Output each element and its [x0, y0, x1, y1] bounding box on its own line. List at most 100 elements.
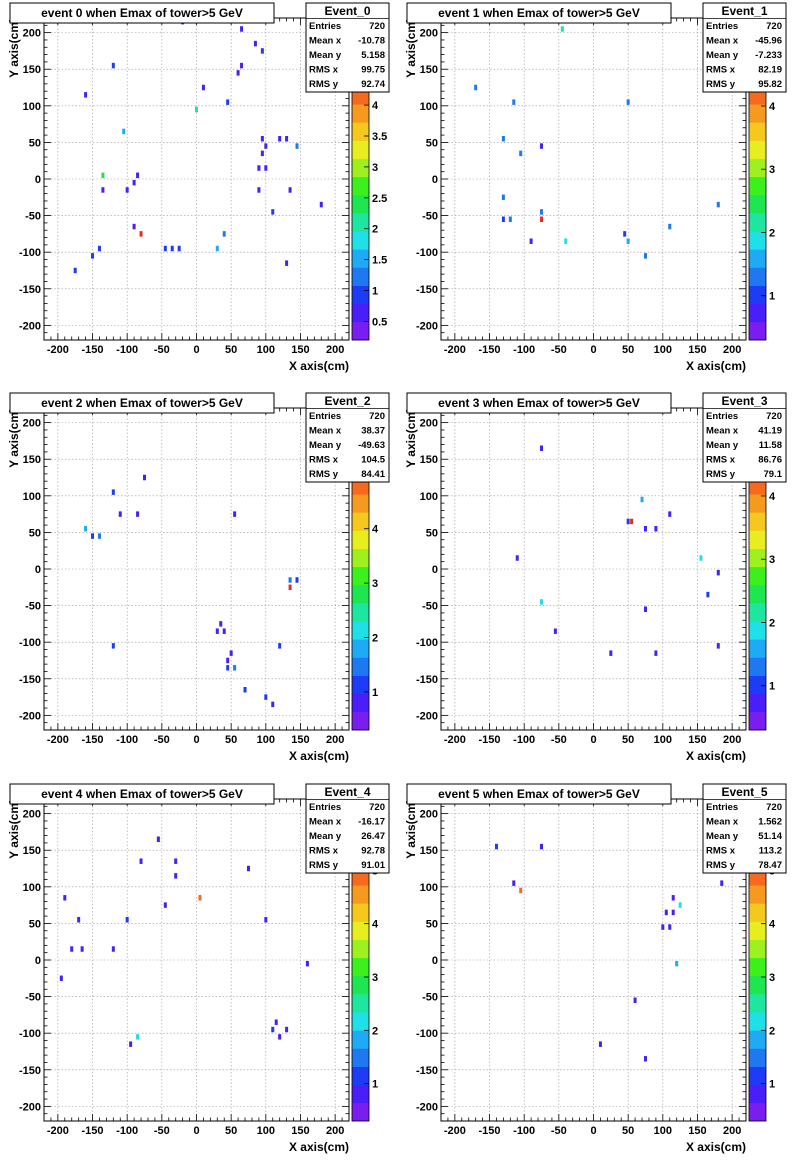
y-tick-label: -100	[416, 1028, 438, 1040]
x-tick-label: 150	[291, 734, 309, 746]
x-tick-label: -200	[47, 734, 69, 746]
y-tick-label: -50	[422, 601, 438, 613]
data-cell	[654, 526, 658, 532]
palette-cell	[352, 194, 369, 214]
palette-cell	[749, 267, 766, 286]
x-tick-label: 50	[622, 734, 634, 746]
stats-label: RMS x	[309, 846, 339, 857]
palette-tick-label: 1	[769, 1079, 775, 1091]
palette-cell	[749, 140, 766, 159]
x-tick-label: -100	[513, 1125, 535, 1137]
stats-value: 91.01	[361, 860, 385, 871]
palette-cell	[749, 711, 766, 731]
data-cell	[623, 231, 627, 237]
stats-value: 1.562	[758, 817, 782, 828]
palette-tick-label: 3	[372, 162, 378, 174]
palette-cell	[352, 1012, 369, 1031]
x-tick-label: -150	[479, 1125, 501, 1137]
x-tick-label: 150	[291, 1125, 309, 1137]
data-cell	[240, 62, 244, 69]
palette-cell	[352, 975, 369, 995]
data-cell	[233, 665, 237, 671]
x-tick-label: 50	[622, 1125, 634, 1137]
data-cell	[129, 1041, 133, 1047]
palette-tick-label: 3.5	[372, 131, 387, 143]
data-cell	[285, 260, 289, 266]
palette-cell	[352, 657, 369, 676]
palette-tick-label: 4	[372, 100, 379, 112]
title-box	[9, 783, 275, 805]
stats-value: 86.76	[758, 455, 782, 466]
palette-cell	[749, 512, 766, 531]
data-cell	[678, 902, 682, 908]
palette-tick-label: 1	[769, 681, 775, 693]
data-cell	[271, 701, 275, 708]
stats-label: Entries	[309, 802, 341, 813]
y-tick-label: -100	[19, 247, 41, 259]
x-tick-label: -200	[444, 1125, 466, 1137]
chart-title: event 3 when Emax of tower>5 GeV	[438, 396, 640, 410]
data-cell	[626, 518, 630, 525]
y-tick-label: 200	[420, 809, 438, 821]
chart-panel-5: -200 -150 -100 -50 0 50 100 150 200-200-150-100-…	[404, 783, 787, 1154]
x-axis-label: X axis(cm)	[686, 749, 746, 763]
palette-cell	[749, 566, 766, 586]
y-tick-label: 100	[23, 882, 41, 894]
x-tick-label: 200	[723, 734, 741, 746]
data-cell	[132, 223, 136, 230]
data-cell	[260, 48, 264, 54]
stats-label: RMS x	[706, 846, 736, 857]
data-cell	[501, 136, 505, 142]
x-tick-label: 200	[326, 734, 344, 746]
x-tick-label: 100	[654, 344, 672, 356]
palette-tick-label: 2	[769, 227, 775, 239]
x-tick-label: 150	[688, 1125, 706, 1137]
x-tick-label: 50	[225, 344, 237, 356]
y-tick-label: 150	[23, 454, 41, 466]
title-box	[9, 2, 275, 24]
y-axis-label: Y axis(cm)	[404, 408, 418, 468]
palette-cell	[749, 530, 766, 549]
stats-value: -10.78	[358, 36, 385, 47]
data-cell	[508, 216, 512, 222]
x-tick-label: -100	[116, 1125, 138, 1137]
stats-value: 5.158	[361, 50, 385, 61]
palette-cell	[352, 140, 369, 159]
y-axis-label: Y axis(cm)	[7, 799, 21, 859]
palette-cell	[352, 994, 369, 1013]
x-tick-label: -200	[47, 344, 69, 356]
data-cell	[198, 895, 202, 901]
data-cell	[630, 518, 634, 525]
data-cell	[295, 577, 299, 583]
data-cell	[70, 946, 74, 952]
palette-tick-label: 4	[372, 919, 379, 931]
stats-title: Event_2	[324, 394, 370, 408]
stats-value: 41.19	[758, 426, 782, 437]
palette-cell	[749, 903, 766, 922]
palette-cell	[749, 1066, 766, 1086]
stats-box	[702, 2, 787, 93]
y-tick-label: 0	[432, 174, 438, 186]
data-cell	[156, 836, 160, 842]
y-tick-label: -150	[19, 1065, 41, 1077]
x-tick-label: 0	[590, 344, 596, 356]
stats-label: RMS x	[706, 455, 736, 466]
stats-label: RMS x	[309, 455, 339, 466]
data-cell	[474, 84, 478, 91]
data-cell	[564, 238, 568, 244]
stats-value: -16.17	[358, 817, 385, 828]
data-cell	[174, 858, 178, 864]
palette-cell	[749, 122, 766, 141]
palette-cell	[352, 176, 369, 196]
y-tick-label: 100	[420, 491, 438, 503]
stats-value: 92.78	[361, 846, 385, 857]
palette-cell	[749, 548, 766, 568]
stats-label: Mean y	[309, 50, 342, 61]
chart-panel-0: -200 -150 -100 -50 0 50 100 150 200-200-150-100-…	[7, 2, 390, 373]
palette-tick-label: 2.5	[372, 193, 387, 205]
palette-tick-label: 4	[769, 101, 776, 113]
stats-title: Event_4	[324, 785, 370, 799]
y-tick-label: 150	[23, 845, 41, 857]
data-cell	[226, 665, 230, 671]
data-cell	[84, 92, 88, 98]
